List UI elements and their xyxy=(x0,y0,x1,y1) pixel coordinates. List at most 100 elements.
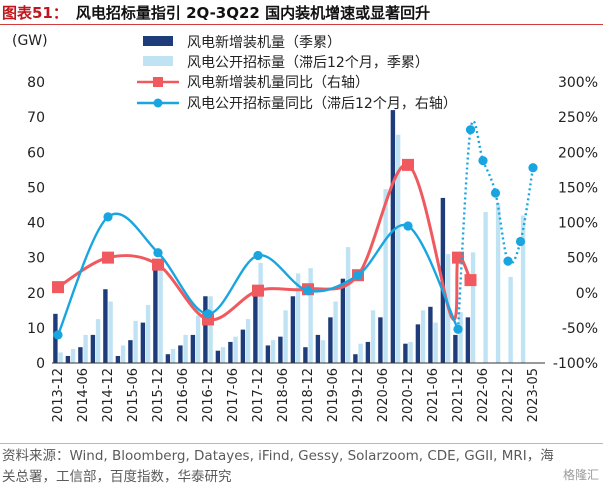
bar-new-install xyxy=(140,322,146,363)
marker-tender-yoy xyxy=(515,236,526,247)
bar-tender xyxy=(158,262,163,363)
y-left-tick-label: 60 xyxy=(27,145,45,161)
bar-new-install xyxy=(65,355,71,363)
y-left-unit: (GW) xyxy=(12,33,48,49)
x-tick-label: 2018-12 xyxy=(301,368,316,422)
bar-tender xyxy=(133,320,138,363)
bar-new-install xyxy=(115,355,121,363)
bar-tender xyxy=(233,336,238,363)
marker-install-yoy xyxy=(464,274,477,287)
bar-new-install xyxy=(203,296,208,363)
y-left-tick-label: 30 xyxy=(27,251,45,267)
bar-new-install xyxy=(378,317,383,363)
y-right-tick-label: 250% xyxy=(558,110,598,126)
bar-tender xyxy=(245,319,251,363)
bar-new-install xyxy=(303,347,308,363)
marker-install-yoy xyxy=(52,281,64,294)
bar-new-install xyxy=(190,334,196,363)
x-tick-label: 2014-12 xyxy=(101,368,116,422)
marker-install-yoy xyxy=(152,258,164,271)
y-left-tick-label: 70 xyxy=(27,110,45,126)
bar-tender xyxy=(395,134,401,363)
marker-tender-yoy xyxy=(203,309,213,319)
x-tick-label: 2018-06 xyxy=(276,368,291,422)
bar-tender xyxy=(270,340,276,363)
bar-new-install xyxy=(315,334,321,363)
bar-new-install xyxy=(165,354,171,363)
bar-tender xyxy=(208,296,213,363)
x-tick-label: 2016-06 xyxy=(176,368,191,422)
x-tick-label: 2015-06 xyxy=(126,368,141,422)
footer-divider xyxy=(0,443,603,444)
y-right-tick-label: -100% xyxy=(553,356,598,372)
bar-tender xyxy=(370,310,376,363)
y-left-tick-label: 20 xyxy=(27,286,45,302)
line-tender-yoy-forecast xyxy=(456,119,535,330)
bar-new-install xyxy=(78,347,83,363)
watermark: 格隆汇 xyxy=(562,468,599,482)
bar-tender xyxy=(58,352,63,363)
legend-label: 风电新增装机量同比（右轴） xyxy=(187,75,369,91)
bar-tender xyxy=(258,262,263,363)
title-divider xyxy=(0,24,603,25)
x-tick-label: 2021-12 xyxy=(451,368,466,422)
x-tick-label: 2022-06 xyxy=(476,368,491,422)
legend: 风电新增装机量（季累） 风电公开招标量（滞后12个月，季累） 风电新增装机量同比（右… xyxy=(137,35,457,112)
bar-new-install xyxy=(215,350,221,363)
bar-tender xyxy=(345,247,351,363)
axes-layer: 0 10 20 30 40 50 60 70 80 (GW) -100% -50% 0% 50% 100% 1… xyxy=(12,33,598,422)
bar-tender xyxy=(283,310,288,363)
bar-new-install xyxy=(328,317,333,363)
bar-new-install xyxy=(253,292,258,363)
x-tick-label: 2014-06 xyxy=(76,368,91,422)
bar-new-install xyxy=(265,345,271,363)
bar-tender xyxy=(95,319,101,363)
y-left-tick-label: 10 xyxy=(27,321,45,337)
bar-tender xyxy=(358,343,363,363)
bar-new-install xyxy=(415,324,421,363)
combo-chart: 风电新增装机量（季累） 风电公开招标量（滞后12个月，季累） 风电新增装机量同比（右… xyxy=(12,33,598,422)
bar-new-install xyxy=(453,334,458,363)
x-tick-label: 2020-12 xyxy=(401,368,416,422)
figure-label: 图表51： xyxy=(2,4,68,22)
marker-install-yoy xyxy=(452,251,464,264)
bar-new-install xyxy=(340,278,346,363)
bar-new-install xyxy=(403,343,408,363)
marker-tender-yoy xyxy=(103,212,113,222)
bar-tender xyxy=(495,203,501,363)
bar-tender xyxy=(295,273,301,363)
bar-tender xyxy=(470,252,476,363)
bar-tender xyxy=(220,347,226,363)
bar-new-install xyxy=(428,306,433,363)
marker-tender-yoy xyxy=(353,270,363,280)
bar-tender xyxy=(70,348,76,363)
bar-tender xyxy=(433,322,438,363)
marker-tender-yoy xyxy=(303,286,313,296)
legend-label: 风电公开招标量（滞后12个月，季累） xyxy=(187,55,429,71)
marker-tender-yoy xyxy=(478,156,488,166)
bar-tender xyxy=(308,268,313,363)
bar-new-install xyxy=(353,354,358,363)
x-tick-label: 2015-12 xyxy=(151,368,166,422)
y-right-tick-label: 150% xyxy=(558,180,598,196)
bar-new-install xyxy=(240,329,246,363)
bar-new-install xyxy=(290,296,296,363)
marker-tender-yoy xyxy=(528,163,538,173)
bar-tender xyxy=(83,334,88,363)
y-left-tick-label: 0 xyxy=(36,356,45,372)
bar-new-install xyxy=(103,289,108,363)
bar-new-install xyxy=(90,334,96,363)
bar-tender xyxy=(420,310,426,363)
y-left-tick-label: 80 xyxy=(27,75,45,91)
figure-title: 图表51： 风电招标量指引 2Q-3Q22 国内装机增速或显著回升 xyxy=(2,2,430,23)
bar-tender xyxy=(383,189,388,363)
marker-install-yoy xyxy=(252,284,264,297)
marker-tender-yoy xyxy=(403,221,413,231)
x-tick-label: 2019-06 xyxy=(326,368,341,422)
bar-tender xyxy=(333,301,338,363)
source-note: 资料来源：Wind, Bloomberg, Datayes, iFind, Ge… xyxy=(2,448,554,485)
y-right-tick-label: 200% xyxy=(558,145,598,161)
bar-new-install xyxy=(228,341,233,363)
bar-tender xyxy=(108,301,113,363)
bar-tender xyxy=(120,345,126,363)
